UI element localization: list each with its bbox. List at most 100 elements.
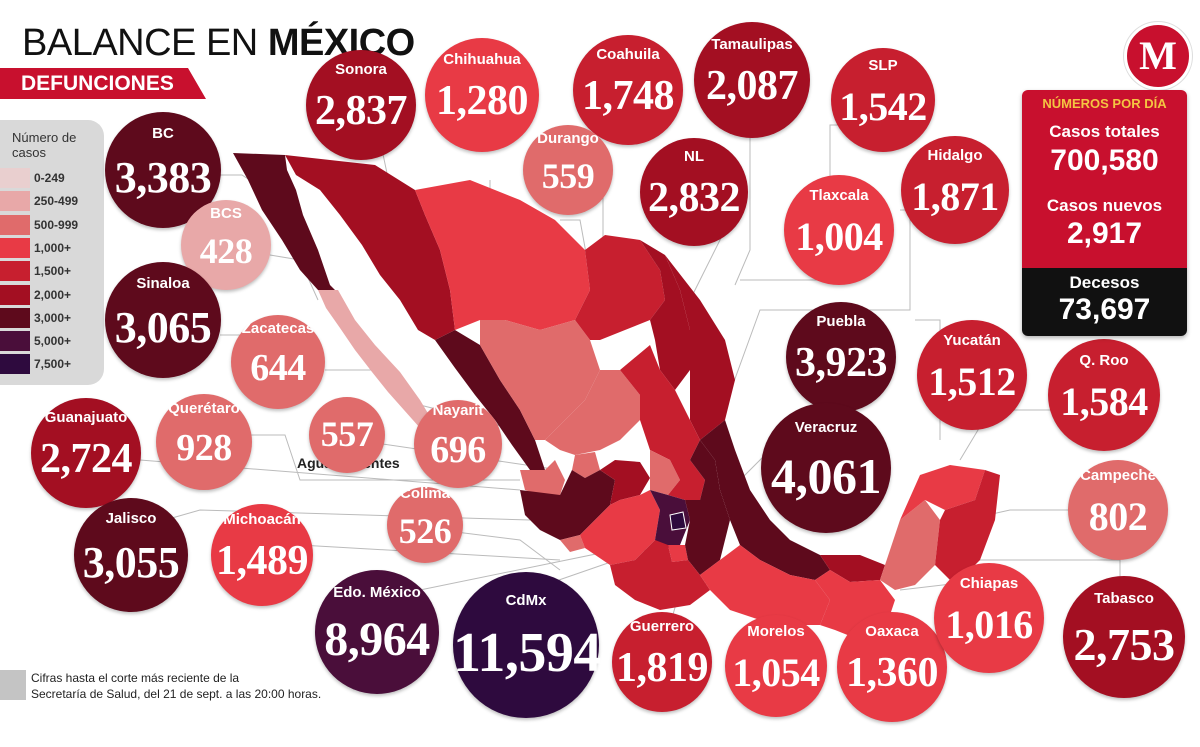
state-value: 2,087 — [706, 63, 799, 110]
state-bubble-puebla: Puebla 3,923 — [786, 302, 896, 412]
state-bubble-jalisco: Jalisco 3,055 — [74, 498, 188, 612]
state-value: 1,004 — [795, 214, 883, 260]
state-morelos — [668, 545, 688, 562]
state-value: 1,360 — [846, 650, 939, 697]
state-chihuahua — [415, 180, 590, 330]
state-name: Colima — [399, 484, 450, 502]
state-qroo — [935, 470, 1000, 585]
state-name: Guanajuato — [44, 408, 128, 426]
state-bubble-chiapas: Chiapas 1,016 — [934, 563, 1044, 673]
state-bubble-edo-mexico: Edo. México 8,964 — [315, 570, 439, 694]
legend-item: 250-499 — [0, 191, 104, 213]
state-value: 696 — [430, 429, 486, 472]
state-sinaloa — [435, 330, 545, 470]
state-bcs — [318, 290, 432, 428]
state-name: Querétaro — [168, 400, 240, 418]
state-name: Michoacán — [223, 510, 301, 528]
state-value: 1,871 — [911, 174, 999, 220]
state-value: 8,964 — [324, 612, 430, 666]
state-sonora — [285, 155, 455, 340]
state-bubble-campeche: Campeche 802 — [1068, 460, 1168, 560]
deaths-value: 73,697 — [1058, 293, 1151, 326]
deaths-label: Decesos — [1069, 273, 1140, 292]
state-bubble-chihuahua: Chihuahua 1,280 — [425, 38, 539, 152]
legend-item: 1,500+ — [0, 261, 104, 283]
state-name: Jalisco — [105, 509, 157, 527]
state-bubble-coahuila: Coahuila 1,748 — [573, 35, 683, 145]
legend-label: 7,500+ — [34, 357, 72, 372]
state-value: 1,016 — [945, 602, 1033, 648]
state-bubble-morelos: Morelos 1,054 — [725, 615, 827, 717]
state-name: Durango — [537, 129, 599, 147]
state-queretaro — [650, 450, 680, 495]
state-bc — [233, 153, 335, 290]
state-name: Tlaxcala — [809, 187, 869, 205]
state-bubble-zacatecas: Zacatecas 644 — [231, 315, 325, 409]
state-michoacan — [580, 490, 660, 565]
legend-swatch — [0, 307, 30, 328]
state-durango — [480, 320, 600, 440]
state-value: 1,280 — [436, 78, 529, 125]
state-bubble-cdmx: CdMx 11,594 — [453, 572, 601, 718]
state-guanajuato — [600, 460, 650, 505]
state-bubble-slp: SLP 1,542 — [831, 48, 935, 152]
state-name: Guerrero — [629, 617, 695, 635]
legend-item: 5,000+ — [0, 331, 104, 353]
new-cases-value: 2,917 — [1066, 217, 1143, 250]
state-bubble-veracruz: Veracruz 4,061 — [761, 403, 891, 533]
state-name: SLP — [868, 57, 898, 75]
legend: Número de casos 0-249 250-499 500-999 1,000… — [0, 120, 104, 385]
state-coahuila — [575, 235, 665, 340]
state-value: 1,512 — [928, 359, 1016, 405]
total-cases-label: Casos totales — [1049, 122, 1160, 141]
state-bubble-durango: Durango 559 — [523, 125, 613, 215]
state-bubble-michoacan: Michoacán 1,489 — [211, 504, 313, 606]
legend-item: 1,000+ — [0, 237, 104, 260]
state-bubble-yucatan: Yucatán 1,512 — [917, 320, 1027, 430]
state-value: 2,832 — [648, 175, 741, 222]
state-value: 1,748 — [582, 73, 675, 120]
legend-title: Número de casos — [12, 130, 77, 160]
state-name: NL — [684, 147, 704, 165]
state-name: Sonora — [335, 60, 387, 78]
state-bubble-guerrero: Guerrero 1,819 — [612, 612, 712, 712]
state-bubble-oaxaca: Oaxaca 1,360 — [837, 612, 947, 722]
milenio-logo-icon: M — [1124, 22, 1192, 90]
stats-deaths-section: Decesos 73,697 — [1022, 268, 1187, 336]
state-value: 4,061 — [771, 448, 882, 504]
page-title: BALANCE EN MÉXICO — [22, 22, 415, 64]
state-bubble-bcs: BCS 428 — [181, 200, 271, 290]
state-name: Morelos — [747, 623, 805, 641]
state-bubble-nl: NL 2,832 — [640, 138, 748, 246]
state-edomex — [650, 490, 690, 550]
state-value: 1,054 — [732, 650, 820, 696]
state-name: Tamaulipas — [711, 35, 793, 53]
state-veracruz — [700, 420, 830, 580]
stats-cases-section: NÚMEROS POR DÍA Casos totales 700,580 Ca… — [1022, 90, 1187, 268]
state-value: 2,724 — [40, 436, 133, 483]
state-bubble-colima: Colima 526 — [387, 484, 463, 563]
state-name: Edo. México — [333, 584, 421, 602]
state-nl — [640, 240, 690, 390]
stats-panel: NÚMEROS POR DÍA Casos totales 700,580 Ca… — [1022, 90, 1187, 336]
state-value: 3,065 — [114, 302, 212, 352]
state-value: 11,594 — [453, 622, 601, 685]
state-jalisco — [520, 470, 615, 540]
legend-label: 1,000+ — [34, 240, 72, 255]
legend-label: 500-999 — [34, 217, 79, 232]
footnote-marker — [0, 670, 26, 700]
state-hidalgo — [668, 460, 705, 500]
state-aguascalientes — [572, 452, 600, 478]
state-name: Nayarit — [432, 402, 484, 420]
legend-swatch — [0, 168, 30, 188]
state-tamaulipas — [665, 255, 735, 440]
state-value: 526 — [398, 510, 452, 551]
state-name: Chiapas — [959, 575, 1019, 593]
state-value: 2,753 — [1073, 618, 1176, 670]
legend-label: 0-249 — [34, 171, 65, 185]
state-value: 3,055 — [82, 537, 180, 587]
state-tabasco — [820, 555, 885, 582]
state-name: Yucatán — [943, 332, 1001, 350]
state-oaxaca — [700, 545, 830, 625]
